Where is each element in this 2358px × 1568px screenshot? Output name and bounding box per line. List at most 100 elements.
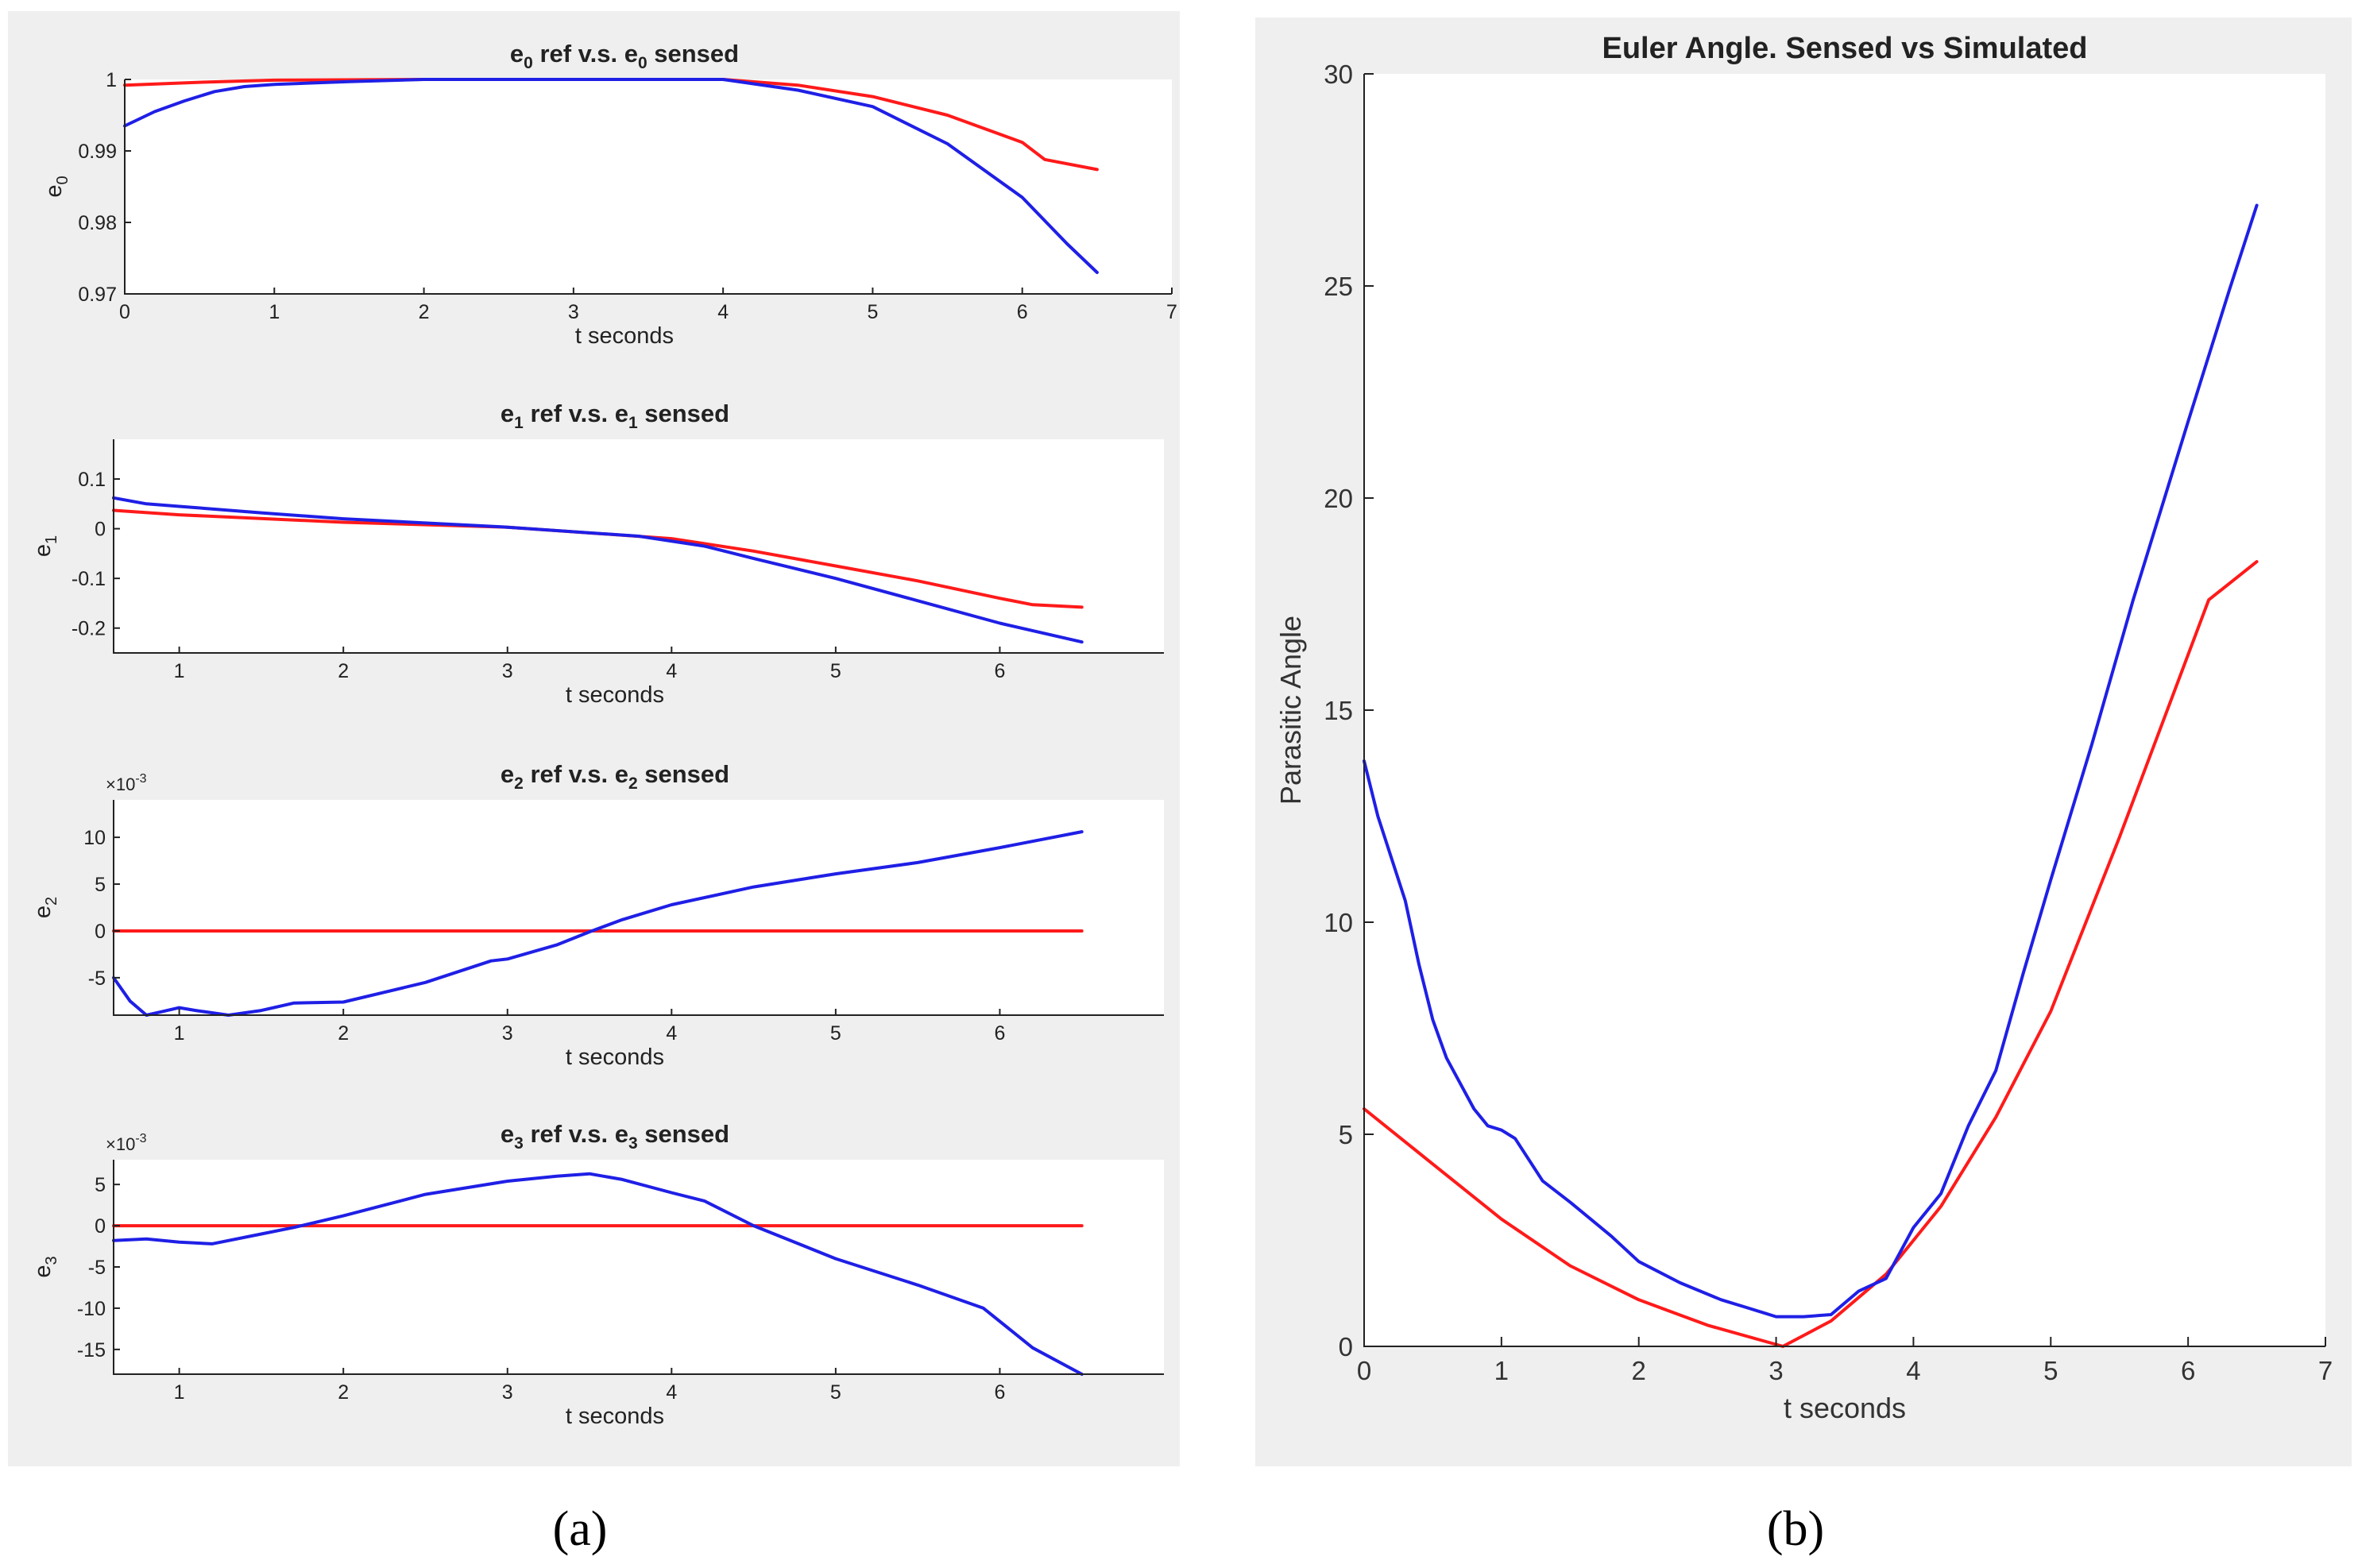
y-tick-label: 10: [83, 827, 106, 849]
y-tick-label: -5: [88, 1257, 106, 1279]
x-tick-label: 5: [830, 1381, 841, 1404]
chart-title: e1 ref v.s. e1 sensed: [501, 400, 729, 432]
x-tick-label: 2: [338, 660, 349, 682]
y-label-subscript: 2: [43, 897, 60, 906]
y-tick-label: 25: [1324, 272, 1353, 301]
title-subscript: 3: [514, 1134, 524, 1153]
multiplier-base: ×10: [106, 1134, 135, 1154]
title-subscript: 1: [628, 414, 638, 432]
x-axis-label: t seconds: [566, 682, 664, 708]
y-axis-label: e2: [30, 897, 60, 918]
title-part: e: [501, 400, 514, 427]
plot-area: [114, 439, 1164, 653]
x-tick-label: 5: [830, 1022, 841, 1045]
x-tick-label: 1: [1494, 1356, 1509, 1385]
y-label-main: e: [30, 1265, 56, 1277]
caption-b: (b): [1767, 1502, 1824, 1556]
y-label-main: e: [41, 184, 67, 197]
series-sensed-line: [112, 496, 1084, 644]
title-part: ref v.s. e: [524, 760, 628, 788]
y-tick-label: -15: [77, 1339, 106, 1361]
series-ref-line: [112, 508, 1084, 609]
axis-lines: [113, 439, 1164, 654]
x-tick-label: 3: [502, 1381, 513, 1404]
x-tick-label: 4: [666, 660, 677, 682]
axis-multiplier: ×10-3: [106, 1132, 147, 1154]
y-tick-label: 0.98: [78, 212, 117, 234]
y-axis-label: e3: [30, 1256, 60, 1277]
title-subscript: 3: [628, 1134, 638, 1153]
x-axis-label: t seconds: [575, 323, 674, 349]
y-label-subscript: 3: [43, 1256, 60, 1265]
x-tick-label: 5: [2043, 1356, 2058, 1385]
x-tick-label: 5: [830, 660, 841, 682]
multiplier-base: ×10: [106, 774, 135, 794]
y-tick-label: -0.2: [72, 618, 106, 640]
x-axis-label: t seconds: [1784, 1392, 1906, 1424]
y-tick-label: 0: [95, 519, 106, 541]
y-tick-label: 0: [95, 1215, 106, 1238]
x-tick-label: 3: [502, 660, 513, 682]
x-tick-label: 5: [867, 301, 878, 323]
x-tick-label: 1: [174, 660, 185, 682]
x-axis-label: t seconds: [566, 1045, 664, 1070]
y-label-subscript: 0: [54, 176, 72, 184]
chart-e3: 1 2 3 4 5 6 -15 -10 -5 0 5 t seconds e3 ref v.s. e3 …: [30, 1120, 1164, 1429]
chart-euler-angle: 0 1 2 3 4 5 6 7 0 5 10 15 20 25 30 t seconds Euler Angle…: [1274, 32, 2333, 1424]
y-tick-label: 15: [1324, 696, 1353, 725]
y-label-main: e: [30, 544, 56, 557]
title-subscript: 2: [628, 774, 638, 793]
caption-a: (a): [553, 1502, 608, 1556]
x-tick-label: 4: [666, 1022, 677, 1045]
y-tick-label: 5: [95, 874, 106, 896]
title-subscript: 0: [524, 54, 533, 72]
y-tick-label: 0.97: [78, 284, 117, 306]
y-tick-label: 30: [1324, 60, 1353, 89]
multiplier-exponent: -3: [135, 1132, 146, 1145]
y-tick-label: 5: [95, 1174, 106, 1196]
x-tick-label: 0: [1357, 1356, 1371, 1385]
y-axis-label: Parasitic Angle: [1274, 616, 1307, 805]
y-tick-label: 0.99: [78, 141, 117, 163]
title-subscript: 1: [514, 414, 524, 432]
x-tick-label: 7: [1166, 301, 1177, 323]
title-subscript: 2: [514, 774, 524, 793]
title-part: e: [510, 40, 524, 68]
x-tick-label: 1: [174, 1381, 185, 1404]
y-tick-label: 0: [1339, 1332, 1353, 1361]
title-part: e: [501, 1120, 514, 1148]
title-part: sensed: [638, 400, 729, 427]
y-tick-label: 10: [1324, 908, 1353, 937]
series-sensed-line: [112, 1172, 1084, 1376]
x-tick-label: 3: [502, 1022, 513, 1045]
y-label-main: e: [30, 906, 56, 918]
plot-area: [114, 1160, 1164, 1374]
x-tick-label: 6: [994, 1381, 1005, 1404]
title-part: ref v.s. e: [524, 1120, 628, 1148]
y-label-subscript: 1: [43, 535, 60, 544]
x-tick-label: 2: [1632, 1356, 1646, 1385]
y-tick-label: 1: [106, 69, 117, 91]
x-tick-label: 4: [666, 1381, 677, 1404]
x-tick-label: 7: [2318, 1356, 2333, 1385]
series-sensed-line: [112, 830, 1084, 1017]
y-tick-label: 0: [95, 921, 106, 943]
x-tick-label: 6: [994, 1022, 1005, 1045]
x-tick-label: 4: [1906, 1356, 1920, 1385]
x-tick-label: 6: [1017, 301, 1028, 323]
y-tick-label: 5: [1339, 1120, 1353, 1149]
x-tick-label: 2: [338, 1381, 349, 1404]
y-tick-label: -10: [77, 1298, 106, 1320]
x-tick-label: 0: [119, 301, 130, 323]
x-axis-label: t seconds: [566, 1404, 664, 1429]
multiplier-exponent: -3: [135, 772, 146, 786]
chart-title: e2 ref v.s. e2 sensed: [501, 760, 729, 793]
title-part: sensed: [647, 40, 739, 68]
title-part: ref v.s. e: [524, 400, 628, 427]
y-tick-label: 20: [1324, 484, 1353, 513]
x-tick-label: 2: [338, 1022, 349, 1045]
x-tick-label: 6: [994, 660, 1005, 682]
